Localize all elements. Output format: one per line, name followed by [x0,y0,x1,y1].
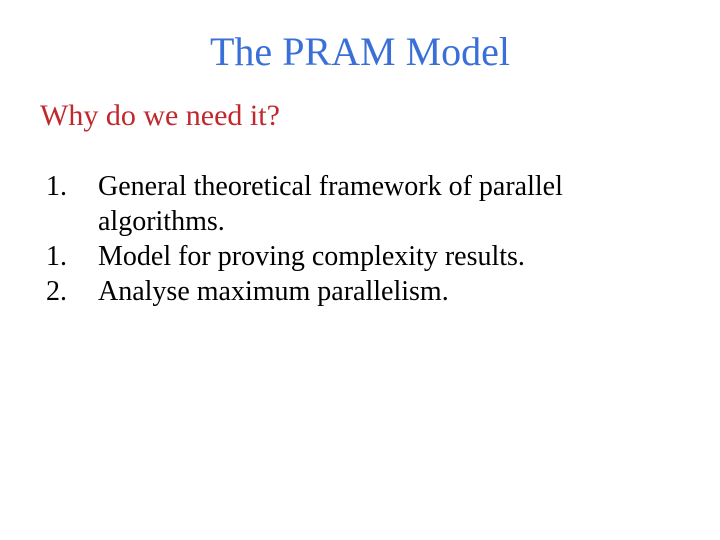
list-text: Model for proving complexity results. [98,239,680,274]
slide-title: The PRAM Model [40,28,680,75]
list-item: 1. General theoretical framework of para… [40,169,680,239]
list-item: 2. Analyse maximum parallelism. [40,274,680,309]
list-number: 1. [40,239,98,274]
list-item: 1. Model for proving complexity results. [40,239,680,274]
list-text: General theoretical framework of paralle… [98,169,680,239]
list-number: 2. [40,274,98,309]
list-number: 1. [40,169,98,204]
numbered-list: 1. General theoretical framework of para… [40,169,680,309]
slide-subtitle: Why do we need it? [40,99,680,133]
list-text: Analyse maximum parallelism. [98,274,680,309]
slide: The PRAM Model Why do we need it? 1. Gen… [0,0,720,540]
